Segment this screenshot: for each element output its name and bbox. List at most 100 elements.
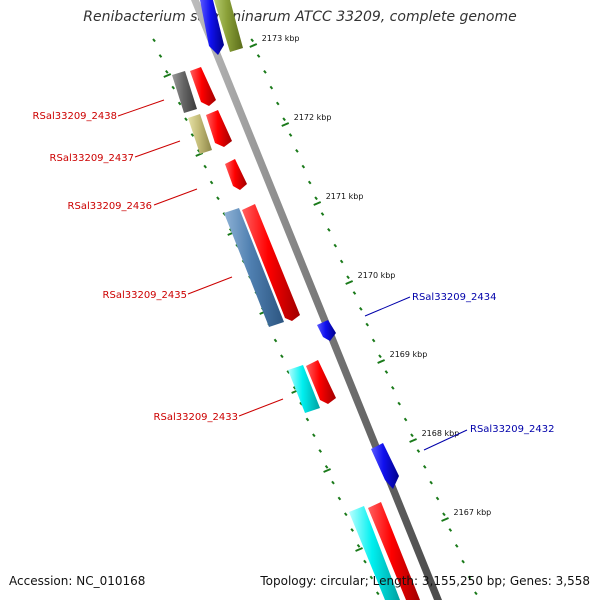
rail-dot	[410, 433, 414, 438]
rail-dot	[288, 133, 293, 137]
rail-dot	[416, 449, 421, 453]
kbp-tick	[441, 517, 449, 522]
kbp-tick	[249, 43, 258, 48]
rail-dot	[305, 417, 310, 422]
rail-dot	[324, 464, 329, 469]
rail-dot	[331, 480, 335, 485]
rail-dot	[422, 464, 427, 469]
rail-dot	[295, 148, 299, 153]
cds-reverse-2437[interactable]	[206, 110, 232, 147]
gene-labels: RSal33209_2438 RSal33209_2437 RSal33209_…	[33, 99, 554, 451]
kbp-tick	[323, 468, 331, 473]
gene-label-2434[interactable]: RSal33209_2434	[412, 292, 496, 303]
leader-line	[187, 276, 233, 295]
cds-forward-2434[interactable]	[317, 320, 336, 341]
rail-dot	[177, 101, 182, 106]
kbp-tick	[355, 547, 363, 552]
genome-summary-text: Topology: circular; Length: 3,155,250 bp…	[260, 574, 590, 588]
rail-dot	[333, 243, 338, 248]
rail-dot	[282, 117, 286, 122]
rail-dot	[184, 117, 188, 122]
gene-gray-2438[interactable]	[172, 71, 197, 113]
leader-line	[364, 296, 411, 317]
gene-khaki-2437[interactable]	[188, 114, 212, 154]
rail-dot	[350, 528, 354, 532]
rail-dot	[256, 54, 261, 58]
rail-dot	[314, 196, 318, 201]
rail-dot	[356, 543, 361, 548]
kbp-tick-label: 2167 kbp	[454, 508, 492, 517]
leader-line	[117, 99, 165, 117]
cds-reverse-bottom[interactable]	[368, 502, 420, 600]
map-title: Renibacterium salmoninarum ATCC 33209, c…	[83, 9, 517, 25]
cds-reverse-2433[interactable]	[306, 360, 336, 404]
kbp-tick	[163, 73, 172, 78]
gene-label-2437[interactable]: RSal33209_2437	[50, 153, 134, 164]
kbp-tick	[409, 438, 417, 443]
cds-forward-top[interactable]	[200, 0, 224, 55]
rail-dot	[209, 180, 214, 185]
rail-dot	[190, 133, 195, 137]
gene-olive-top[interactable]	[214, 0, 243, 52]
rail-dot	[397, 401, 401, 406]
rail-dot	[216, 196, 220, 201]
rail-dot	[442, 512, 446, 517]
kbp-tick-label: 2171 kbp	[326, 192, 364, 201]
gene-label-2436[interactable]: RSal33209_2436	[68, 201, 152, 212]
gene-label-2433[interactable]: RSal33209_2433	[154, 412, 238, 423]
rail-dot	[467, 575, 472, 580]
kbp-tick-label: 2170 kbp	[358, 271, 396, 280]
gene-cyan-bottom[interactable]	[349, 506, 400, 600]
rail-dot	[352, 291, 357, 295]
rail-dot	[435, 496, 440, 501]
kbp-tick	[313, 201, 322, 206]
rail-dot	[318, 449, 323, 453]
kbp-tick-label: 2172 kbp	[294, 113, 332, 122]
rail-dot	[171, 85, 176, 90]
rail-dot	[474, 591, 478, 596]
rail-dot	[250, 38, 254, 43]
cds-forward-2432[interactable]	[371, 443, 399, 489]
rail-dot	[158, 54, 163, 58]
kbp-tick	[345, 280, 354, 285]
gene-label-2438[interactable]: RSal33209_2438	[33, 111, 117, 122]
kbp-tick-label: 2169 kbp	[390, 350, 428, 359]
gene-label-2435[interactable]: RSal33209_2435	[103, 290, 187, 301]
rail-dot	[461, 559, 465, 564]
kbp-tick	[377, 359, 386, 364]
rail-dot	[263, 69, 267, 74]
leader-line	[423, 429, 468, 451]
rail-dot	[403, 417, 408, 422]
gene-label-2432[interactable]: RSal33209_2432	[470, 424, 554, 435]
leader-line	[153, 188, 198, 206]
rail-dot	[312, 433, 316, 438]
gene-cyan-2433[interactable]	[288, 365, 320, 413]
rail-dot	[384, 370, 389, 374]
cds-reverse-2436[interactable]	[225, 159, 247, 190]
gene-steel-2435[interactable]	[224, 208, 284, 327]
rail-dot	[301, 164, 306, 169]
accession-text: Accession: NC_010168	[9, 574, 146, 588]
rail-dot	[454, 543, 459, 548]
rail-dot	[275, 101, 280, 106]
rail-dot	[378, 354, 382, 359]
rail-dot	[375, 591, 380, 596]
rail-dot	[152, 38, 156, 43]
genome-backbone	[191, 0, 442, 600]
cds-reverse-2435[interactable]	[242, 204, 300, 321]
kbp-scale: 2173 kbp 2172 kbp 2171 kbp 2170 kbp 2169 kbp…	[163, 34, 492, 552]
cds-reverse-2438[interactable]	[190, 67, 216, 106]
rail-dot	[273, 338, 278, 343]
rail-dot	[391, 385, 395, 390]
rail-dot	[344, 512, 348, 517]
rail-dot	[363, 559, 367, 564]
rail-dot	[327, 227, 331, 232]
rail-dot	[371, 338, 376, 343]
kbp-tick-label: 2173 kbp	[262, 34, 300, 43]
leader-line	[238, 398, 284, 417]
gene-features[interactable]	[172, 0, 420, 600]
rail-dot	[280, 354, 284, 359]
rail-dot	[346, 275, 350, 280]
rail-dot	[359, 306, 363, 311]
